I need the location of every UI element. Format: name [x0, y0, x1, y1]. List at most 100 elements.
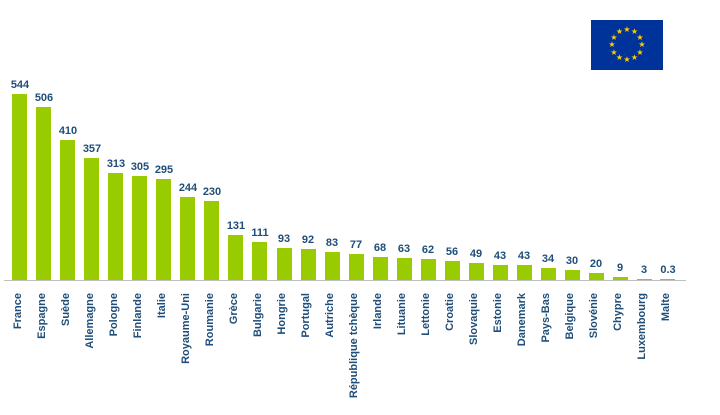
bar-area: 295: [155, 70, 173, 280]
category-label: Allemagne: [84, 293, 96, 349]
category-label: Hongrie: [276, 293, 288, 335]
bar: [540, 268, 556, 280]
flag-star-icon: ★: [608, 40, 616, 49]
category-label-area: Danemark: [512, 280, 536, 405]
bar-column: 244 Royaume-Uni: [176, 70, 200, 405]
bar-column: 506 Espagne: [32, 70, 56, 405]
bar-value-label: 20: [589, 258, 603, 271]
bar-value-label: 30: [565, 254, 579, 267]
category-label-area: Malte: [656, 280, 680, 405]
bar: [348, 253, 364, 280]
bar-area: 49: [468, 70, 484, 280]
bar-column: 34 Pays-Bas: [536, 70, 560, 405]
bar-value-label: 305: [130, 160, 150, 173]
bar-value-label: 544: [10, 79, 30, 91]
bar-value-label: 77: [349, 238, 363, 251]
bar: [468, 263, 484, 280]
bar: [516, 265, 532, 280]
category-label: Slovaquie: [468, 293, 480, 345]
category-label-area: Espagne: [32, 280, 56, 405]
eu-flag: ★ ★ ★ ★ ★ ★ ★ ★ ★ ★ ★ ★: [591, 20, 663, 70]
bar-value-label: 49: [469, 248, 483, 261]
category-label-area: Chypre: [608, 280, 632, 405]
bar: [252, 242, 268, 280]
bar-column: 544 France: [8, 70, 32, 405]
bar: [420, 258, 436, 280]
category-label-area: Estonie: [488, 280, 512, 405]
category-label: Autriche: [324, 293, 336, 338]
bar-area: 244: [179, 70, 197, 280]
category-label: France: [12, 293, 24, 330]
category-label-area: Portugal: [296, 280, 320, 405]
category-label-area: Luxembourg: [632, 280, 656, 405]
category-label: Royaume-Uni: [180, 293, 192, 364]
bar: [84, 157, 100, 280]
x-axis-line: [4, 280, 686, 281]
flag-star-icon: ★: [636, 47, 644, 57]
category-label: Italie: [156, 293, 168, 319]
category-label: Irlande: [372, 293, 384, 330]
bar-column: 0.3 Malte: [656, 70, 680, 405]
bar-column: 131 Grèce: [224, 70, 248, 405]
bar-column: 230 Roumanie: [200, 70, 224, 405]
bar-area: 230: [203, 70, 221, 280]
bar: [12, 94, 28, 280]
bar-area: 43: [492, 70, 508, 280]
bar-value-label: 0.3: [660, 264, 676, 276]
bar: [300, 248, 316, 280]
bar: [396, 258, 412, 280]
bar-column: 3 Luxembourg: [632, 70, 656, 405]
bar-column: 83 Autriche: [320, 70, 344, 405]
bar-value-label: 295: [154, 164, 174, 177]
bar-area: 83: [324, 70, 340, 280]
bar-area: 63: [396, 70, 412, 280]
category-label: Luxembourg: [636, 293, 648, 360]
flag-star-icon: ★: [623, 25, 631, 34]
category-label-area: France: [8, 280, 32, 405]
bar-area: 34: [540, 70, 556, 280]
bar-column: 30 Belgique: [560, 70, 584, 405]
bar-column: 305 Finlande: [128, 70, 152, 405]
bar-area: 0.3: [660, 70, 676, 280]
bar-value-label: 131: [226, 220, 246, 233]
category-label-area: Hongrie: [272, 280, 296, 405]
bar-column: 43 Estonie: [488, 70, 512, 405]
bar-value-label: 92: [301, 233, 315, 246]
bar-value-label: 230: [202, 186, 222, 199]
bar-area: 506: [35, 70, 53, 280]
bar-area: 544: [11, 70, 29, 280]
category-label-area: Irlande: [368, 280, 392, 405]
bar-value-label: 9: [616, 261, 624, 274]
category-label-area: Slovaquie: [464, 280, 488, 405]
flag-star-icon: ★: [610, 47, 618, 57]
category-label: Belgique: [564, 293, 576, 340]
bar-area: 111: [251, 70, 269, 280]
category-label-area: Suède: [56, 280, 80, 405]
category-label-area: Autriche: [320, 280, 344, 405]
bar-column: 9 Chypre: [608, 70, 632, 405]
bar-value-label: 3: [640, 263, 648, 276]
bar: [564, 269, 580, 280]
bar-column: 49 Slovaquie: [464, 70, 488, 405]
bar: [156, 179, 172, 280]
bar-column: 56 Croatie: [440, 70, 464, 405]
bar-area: 3: [636, 70, 652, 280]
flag-star-icon: ★: [615, 52, 624, 62]
category-label: Malte: [660, 293, 672, 322]
bar-chart: 544 France 506 Espagne 410 Suède 357 Allemagne 3…: [8, 70, 680, 405]
bar-value-label: 111: [251, 227, 269, 240]
bar: [108, 172, 124, 280]
flag-star-icon: ★: [615, 27, 624, 36]
category-label: Lettonie: [420, 293, 432, 336]
bar-value-label: 34: [541, 253, 555, 266]
flag-star-icon: ★: [623, 55, 631, 64]
bar-area: 313: [107, 70, 125, 280]
bar-value-label: 93: [277, 233, 291, 246]
category-label-area: Croatie: [440, 280, 464, 405]
bar-column: 92 Portugal: [296, 70, 320, 405]
category-label: Finlande: [132, 293, 144, 339]
bar: [444, 260, 460, 280]
bar-value-label: 63: [397, 243, 411, 256]
bar-column: 62 Lettonie: [416, 70, 440, 405]
